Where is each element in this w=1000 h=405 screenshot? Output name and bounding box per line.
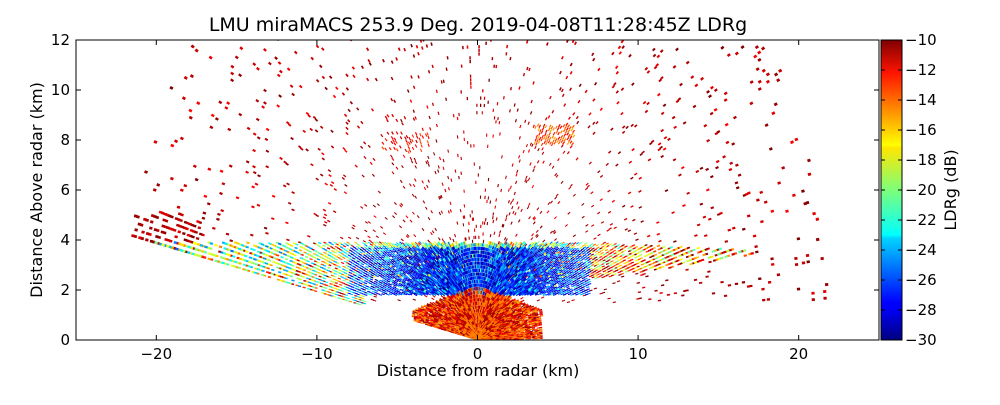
radar-cells: [351, 246, 590, 297]
y-axis: 0 2 4 6 8 10 12: [51, 31, 879, 349]
radar-cells: [168, 241, 581, 305]
x-tick-label: 0: [473, 345, 483, 363]
colorbar-tick-label: −16: [905, 121, 937, 139]
colorbar-tick-label: −14: [905, 91, 937, 109]
colorbar-tick-label: −10: [905, 31, 937, 49]
x-axis-label: Distance from radar (km): [377, 361, 580, 380]
x-axis: −20 −10 0 10 20: [140, 40, 808, 363]
radar-cells: [191, 242, 551, 300]
colorbar-label: LDRg (dB): [941, 149, 960, 230]
x-tick-label: −10: [301, 345, 333, 363]
x-tick-label: 10: [629, 345, 648, 363]
colorbar-tick-label: −20: [905, 181, 937, 199]
y-tick-label: 12: [51, 31, 70, 49]
radar-cells: [192, 240, 722, 278]
colorbar-tick-label: −24: [905, 241, 937, 259]
colorbar-tick-label: −22: [905, 211, 937, 229]
radar-cells: [348, 246, 592, 297]
colorbar-tick-label: −30: [905, 331, 937, 349]
y-tick-label: 4: [60, 231, 70, 249]
radar-cells: [133, 40, 827, 340]
radar-data-layer: [131, 40, 829, 340]
y-tick-label: 10: [51, 81, 70, 99]
y-tick-label: 2: [60, 281, 70, 299]
colorbar-tick-label: −26: [905, 271, 937, 289]
y-tick-label: 8: [60, 131, 70, 149]
colorbar-tick-label: −12: [905, 61, 937, 79]
y-tick-label: 0: [60, 331, 70, 349]
x-tick-label: −20: [140, 345, 172, 363]
colorbar-tick-label: −18: [905, 151, 937, 169]
chart-title: LMU miraMACS 253.9 Deg. 2019-04-08T11:28…: [209, 14, 747, 36]
colorbar-ticks: −10 −12 −14 −16 −18 −20 −22 −24 −26 −28 −30: [881, 31, 937, 349]
y-axis-label: Distance Above radar (km): [27, 82, 46, 298]
colorbar-tick-label: −28: [905, 301, 937, 319]
y-tick-label: 6: [60, 181, 70, 199]
x-tick-label: 20: [789, 345, 808, 363]
